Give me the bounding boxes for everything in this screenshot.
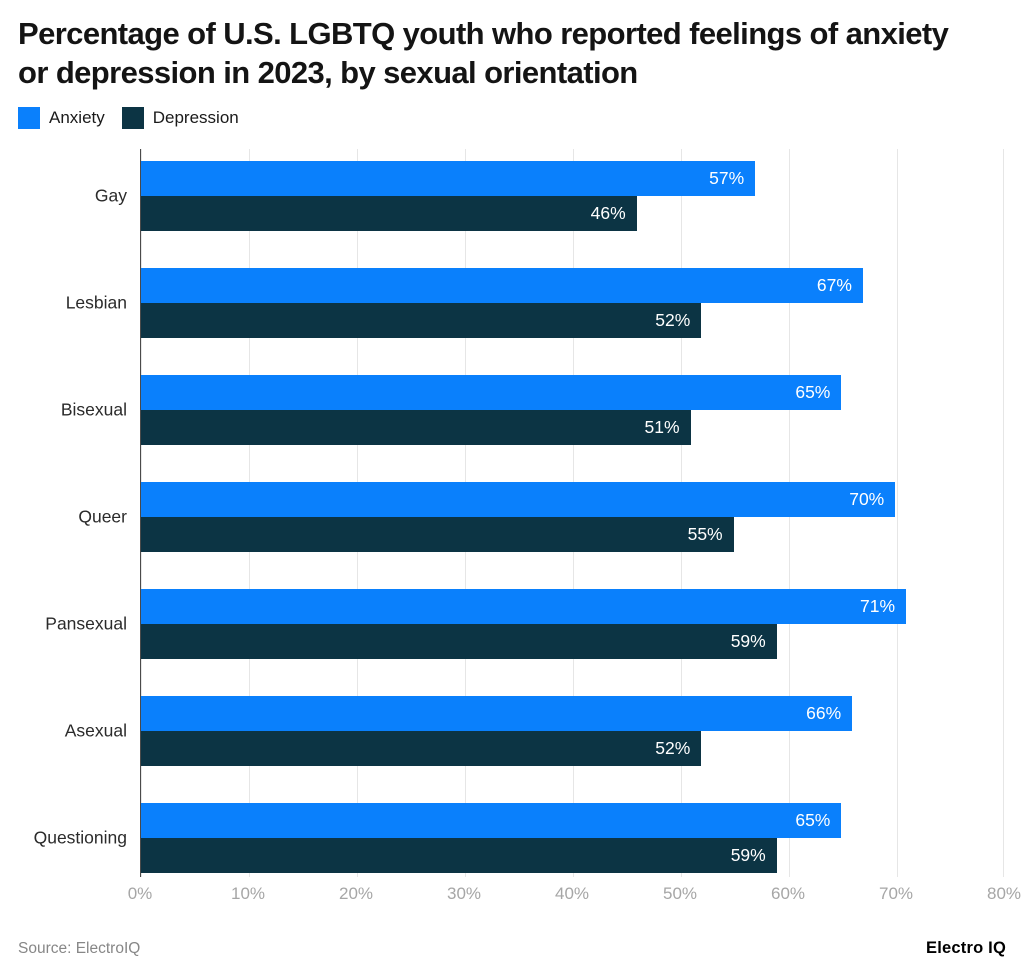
x-tick-label: 20% (338, 884, 374, 904)
bar-chart: Gay 57% 46% Lesbian 67% 52% Bisexual 65% 51% Quee… (0, 149, 1024, 910)
x-tick-label: 10% (230, 884, 266, 904)
legend-label-depression: Depression (152, 108, 239, 128)
depression-bar: 55% (141, 517, 734, 553)
anxiety-bar: 65% (141, 803, 842, 839)
category-label: Queer (78, 506, 127, 527)
depression-bar: 59% (141, 624, 777, 660)
plot-area: Gay 57% 46% Lesbian 67% 52% Bisexual 65% 51% Quee… (34, 149, 1004, 878)
category-group: Lesbian 67% 52% (66, 268, 1003, 339)
footer: Source: ElectroIQ Electro IQ (0, 939, 1024, 958)
x-tick-label: 0% (127, 884, 153, 904)
x-tick-label: 60% (770, 884, 806, 904)
value-label: 46% (590, 203, 626, 224)
value-label: 55% (687, 524, 723, 545)
source-text: Source: ElectroIQ (18, 939, 141, 957)
legend-label-anxiety: Anxiety (49, 108, 105, 128)
depression-swatch-icon (121, 107, 144, 130)
value-label: 59% (730, 845, 766, 866)
x-axis: 0% 10% 20% 30% 40% 50% 60% 70% 80% (128, 884, 1021, 910)
category-label: Gay (94, 185, 127, 206)
anxiety-bar: 71% (141, 589, 907, 625)
x-tick-label: 50% (662, 884, 698, 904)
legend-item-depression: Depression (121, 107, 239, 130)
value-label: 67% (816, 275, 852, 296)
category-label: Questioning (33, 827, 127, 848)
category-group: Questioning 65% 59% (34, 803, 1003, 874)
category-group: Queer 70% 55% (78, 482, 1003, 553)
value-label: 57% (709, 168, 745, 189)
depression-bar: 59% (141, 838, 777, 874)
value-label: 71% (859, 596, 896, 617)
category-label: Bisexual (60, 399, 127, 420)
category-group: Pansexual 71% 59% (45, 589, 1003, 660)
value-label: 65% (795, 382, 831, 403)
category-group: Bisexual 65% 51% (61, 375, 1003, 446)
category-group: Gay 57% 46% (95, 161, 1003, 232)
anxiety-bar: 57% (141, 161, 756, 197)
category-label: Pansexual (45, 613, 127, 634)
anxiety-swatch-icon (18, 107, 40, 130)
value-label: 52% (655, 310, 691, 331)
brand-logo: Electro IQ (926, 939, 1006, 957)
value-label: 66% (806, 703, 842, 724)
x-tick-label: 30% (446, 884, 482, 904)
x-tick-label: 80% (986, 884, 1022, 904)
value-label: 65% (795, 810, 831, 831)
category-label: Asexual (64, 720, 127, 741)
depression-bar: 52% (141, 303, 702, 339)
depression-bar: 51% (141, 410, 691, 446)
value-label: 52% (655, 738, 691, 759)
chart-title: Percentage of U.S. LGBTQ youth who repor… (18, 16, 949, 91)
legend: Anxiety Depression (18, 107, 1006, 130)
depression-bar: 52% (141, 731, 702, 767)
x-tick-label: 70% (878, 884, 914, 904)
x-tick-label: 40% (554, 884, 590, 904)
anxiety-bar: 66% (141, 696, 853, 732)
value-label: 70% (849, 489, 885, 510)
value-label: 51% (644, 417, 680, 438)
depression-bar: 46% (141, 196, 637, 232)
category-group: Asexual 66% 52% (65, 696, 1003, 767)
value-label: 59% (730, 631, 766, 652)
legend-item-anxiety: Anxiety (18, 107, 105, 130)
anxiety-bar: 65% (141, 375, 842, 411)
anxiety-bar: 67% (141, 268, 863, 304)
category-label: Lesbian (65, 292, 127, 313)
anxiety-bar: 70% (141, 482, 896, 518)
